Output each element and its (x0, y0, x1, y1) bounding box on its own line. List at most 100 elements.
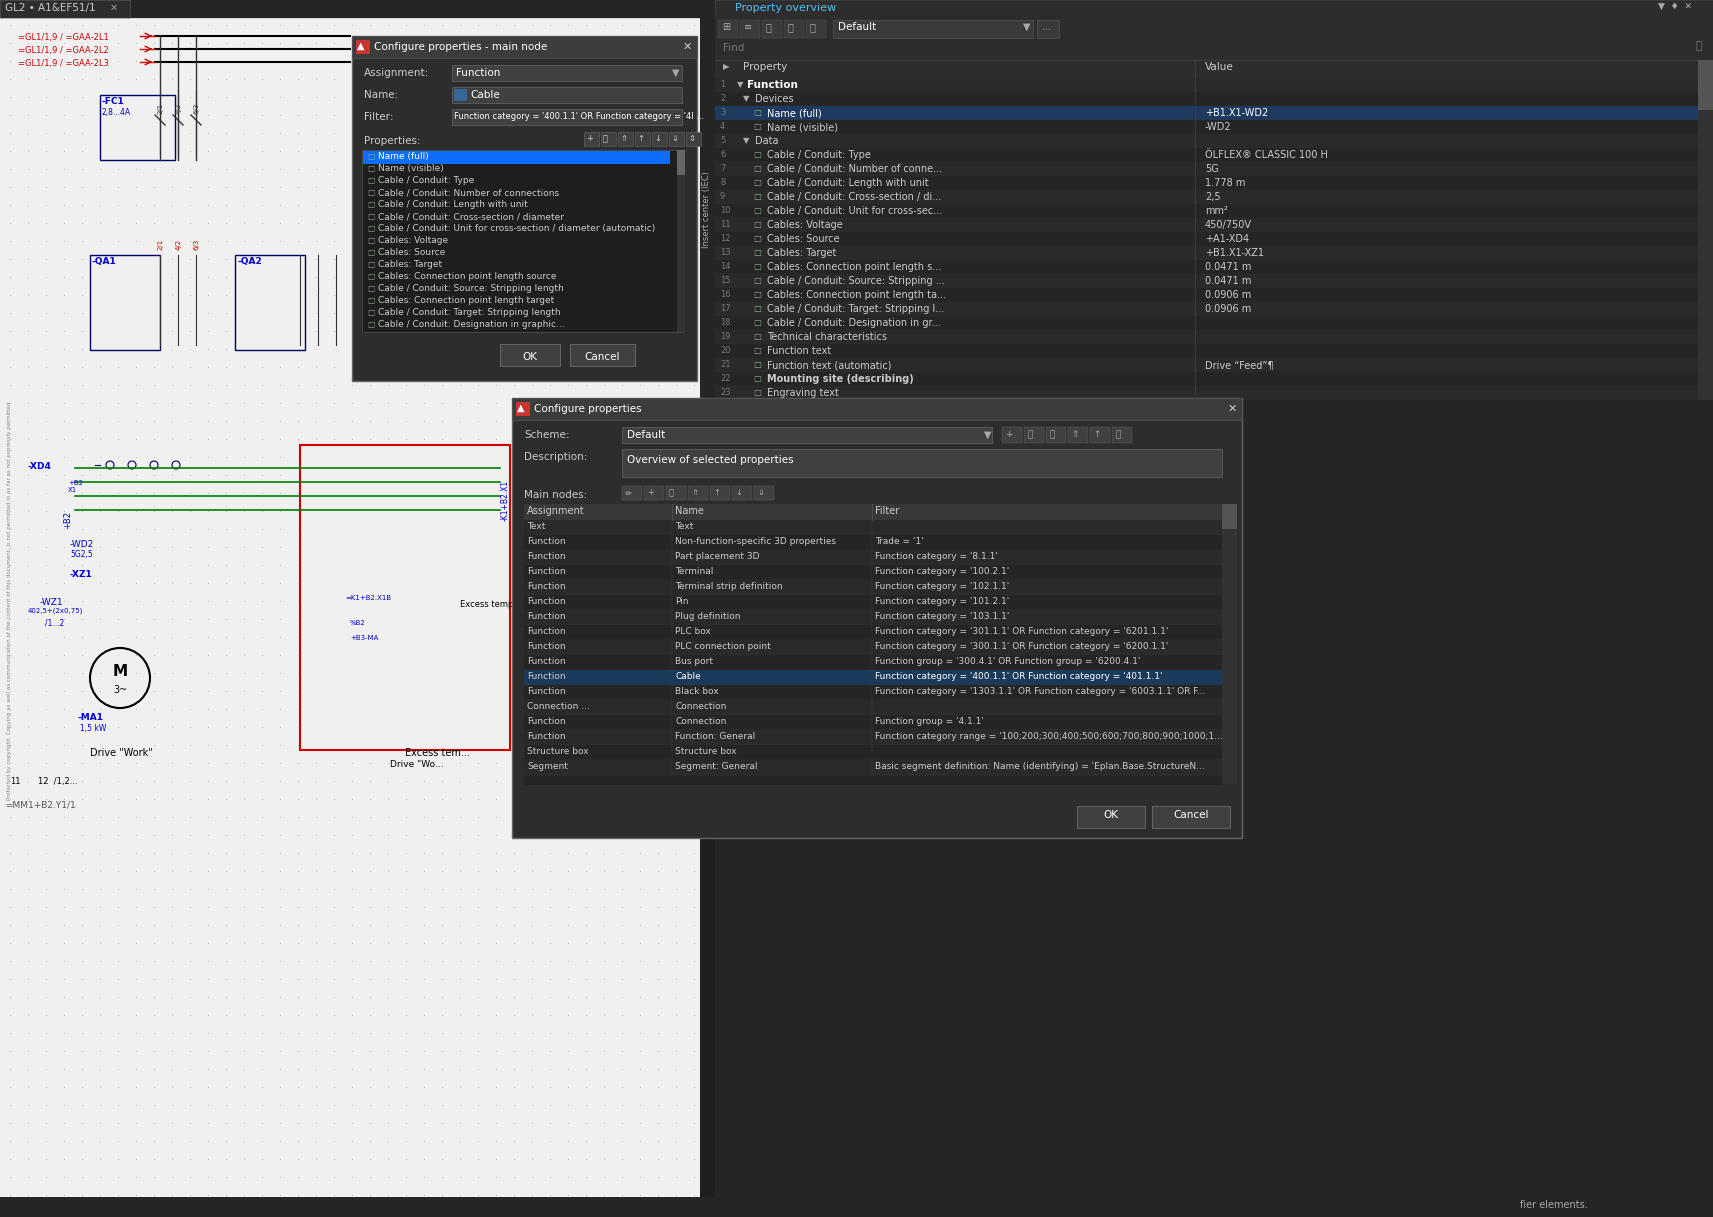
Point (375, 88, 403, 107)
Point (680, 88, 707, 107)
Point (86, 33, 113, 52)
Point (572, 843, 600, 863)
Point (375, 1114, 403, 1133)
Point (536, 159, 564, 179)
Text: Function: Function (528, 537, 565, 546)
Point (680, 465, 707, 484)
Point (266, 627, 293, 646)
Point (86, 1059, 113, 1078)
Point (644, 33, 671, 52)
Point (50, 1167, 77, 1187)
Point (608, 411, 636, 431)
Point (176, 700, 204, 719)
Point (447, 195, 475, 214)
Bar (512, 398, 1242, 839)
Point (69, 501, 96, 521)
Point (14, 465, 41, 484)
Point (248, 1095, 276, 1115)
Point (464, 1005, 492, 1025)
Text: 6/3: 6/3 (194, 239, 200, 249)
Point (464, 843, 492, 863)
Point (680, 16, 707, 35)
Point (0, 790, 24, 809)
Point (447, 33, 475, 52)
Point (663, 825, 690, 845)
Point (0, 555, 24, 574)
Point (536, 1005, 564, 1025)
Point (0, 465, 24, 484)
Point (158, 843, 185, 863)
Text: ✕: ✕ (110, 2, 118, 13)
Point (627, 1005, 654, 1025)
Point (50, 1042, 77, 1061)
Point (50, 375, 77, 394)
Point (266, 555, 293, 574)
Point (230, 1023, 257, 1043)
Point (14, 627, 41, 646)
Point (392, 717, 420, 736)
Point (519, 51, 546, 71)
Point (591, 69, 618, 89)
Point (572, 375, 600, 394)
Point (555, 952, 582, 971)
Point (50, 88, 77, 107)
Point (86, 303, 113, 323)
Point (337, 772, 365, 791)
Point (519, 195, 546, 214)
Bar (524, 520, 1221, 535)
Point (104, 772, 132, 791)
Point (69, 16, 96, 35)
Point (375, 231, 403, 251)
Point (411, 682, 439, 701)
Point (572, 178, 600, 197)
Point (194, 1077, 221, 1097)
Text: □: □ (754, 318, 761, 327)
Point (356, 843, 384, 863)
Point (572, 411, 600, 431)
Point (572, 591, 600, 611)
Point (33, 663, 60, 683)
Point (320, 1005, 348, 1025)
Point (483, 465, 510, 484)
Point (500, 231, 528, 251)
Point (627, 159, 654, 179)
Point (158, 69, 185, 89)
Point (0, 573, 24, 593)
Point (680, 717, 707, 736)
Point (86, 340, 113, 359)
Point (194, 33, 221, 52)
Point (375, 645, 403, 664)
Point (140, 987, 168, 1006)
Point (69, 33, 96, 52)
Point (411, 610, 439, 629)
Point (266, 987, 293, 1006)
Point (248, 645, 276, 664)
Point (591, 1077, 618, 1097)
Point (337, 483, 365, 503)
Point (555, 268, 582, 287)
Point (447, 915, 475, 935)
Point (680, 195, 707, 214)
Point (86, 645, 113, 664)
Point (230, 51, 257, 71)
Point (519, 790, 546, 809)
Bar (361, 150, 683, 332)
Point (447, 1149, 475, 1168)
Point (572, 69, 600, 89)
Point (0, 321, 24, 341)
Point (663, 231, 690, 251)
Text: Connection: Connection (675, 717, 726, 727)
Point (284, 1167, 312, 1187)
Point (555, 411, 582, 431)
Point (230, 483, 257, 503)
Point (284, 591, 312, 611)
Point (212, 879, 240, 898)
Text: Text: Text (675, 522, 694, 531)
Text: ⇑: ⇑ (690, 488, 697, 497)
Point (500, 573, 528, 593)
Point (608, 952, 636, 971)
Point (301, 393, 329, 413)
Point (663, 610, 690, 629)
Point (428, 393, 456, 413)
Point (591, 915, 618, 935)
